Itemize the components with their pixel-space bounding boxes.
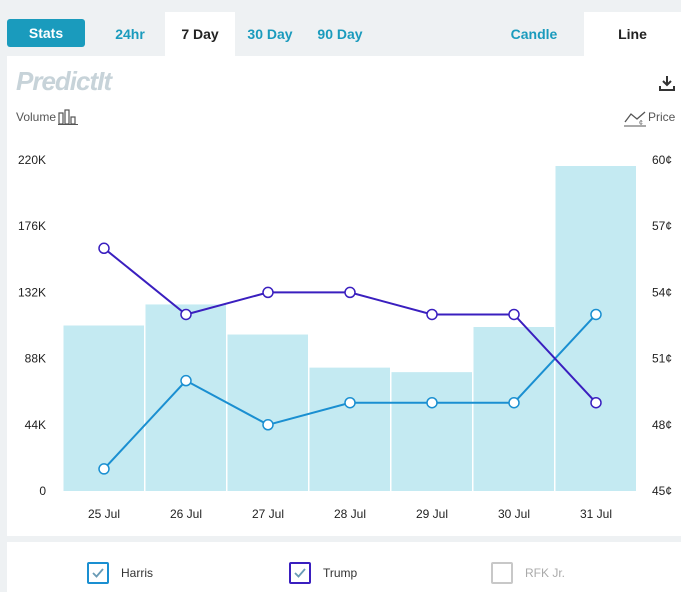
tab-bar: Stats 24hr 7 Day 30 Day 90 Day Candle Li… bbox=[0, 0, 681, 56]
legend-harris-label: Harris bbox=[121, 566, 153, 580]
legend-trump-label: Trump bbox=[323, 566, 358, 580]
tab-7-day[interactable]: 7 Day bbox=[165, 12, 235, 56]
legend-trump[interactable]: Trump bbox=[289, 562, 357, 584]
volume-axis-label: Volume bbox=[16, 110, 57, 124]
legend-rfk-label: RFK Jr. bbox=[525, 566, 566, 580]
checkmark-icon bbox=[92, 568, 104, 578]
harris-checkbox[interactable] bbox=[87, 562, 109, 584]
price-tick-label: 51¢ bbox=[652, 352, 672, 366]
legend: Harris Trump RFK Jr. bbox=[7, 542, 681, 592]
series-point-harris[interactable] bbox=[98, 463, 110, 475]
volume-tick-label: 0 bbox=[39, 484, 46, 498]
series-point-harris[interactable] bbox=[508, 396, 520, 409]
series-point-trump[interactable] bbox=[426, 308, 438, 321]
price-tick-label: 60¢ bbox=[652, 153, 672, 167]
price-tick-label: 45¢ bbox=[652, 484, 672, 498]
tab-candle[interactable]: Candle bbox=[510, 26, 558, 42]
bar-chart-icon bbox=[58, 109, 78, 125]
volume-tick-label: 176K bbox=[18, 219, 46, 233]
volume-bar-4 bbox=[391, 372, 472, 491]
volume-bar-3 bbox=[309, 367, 390, 491]
series-point-trump[interactable] bbox=[262, 286, 274, 299]
series-point-trump[interactable] bbox=[508, 308, 520, 321]
svg-text:¢: ¢ bbox=[639, 120, 643, 127]
price-tick-label: 54¢ bbox=[652, 285, 672, 299]
price-axis-label: Price bbox=[648, 110, 676, 124]
price-tick-label: 48¢ bbox=[652, 418, 672, 432]
volume-axis-ticks: 0 44K 88K 132K 176K 220K bbox=[18, 153, 46, 498]
price-lines bbox=[98, 242, 602, 475]
series-point-trump[interactable] bbox=[590, 396, 602, 409]
volume-bar-6 bbox=[555, 166, 636, 491]
volume-tick-label: 44K bbox=[25, 418, 46, 432]
price-axis-ticks: 45¢ 48¢ 51¢ 54¢ 57¢ 60¢ bbox=[652, 153, 672, 498]
date-tick-label: 28 Jul bbox=[334, 507, 366, 521]
tab-30-day[interactable]: 30 Day bbox=[247, 26, 293, 42]
volume-bar-2 bbox=[227, 334, 308, 491]
series-point-harris[interactable] bbox=[180, 374, 192, 387]
rfk-checkbox[interactable] bbox=[491, 562, 513, 584]
series-point-trump[interactable] bbox=[344, 286, 356, 299]
series-point-trump[interactable] bbox=[98, 242, 110, 255]
date-tick-label: 26 Jul bbox=[170, 507, 202, 521]
legend-harris[interactable]: Harris bbox=[87, 562, 153, 584]
date-tick-label: 31 Jul bbox=[580, 507, 612, 521]
tab-90-day[interactable]: 90 Day bbox=[317, 26, 363, 42]
date-axis-ticks: 25 Jul 26 Jul 27 Jul 28 Jul 29 Jul 30 Jul 31 J… bbox=[88, 507, 612, 521]
date-tick-label: 30 Jul bbox=[498, 507, 530, 521]
price-tick-label: 57¢ bbox=[652, 219, 672, 233]
series-point-harris[interactable] bbox=[262, 419, 274, 431]
series-point-harris[interactable] bbox=[344, 396, 356, 409]
volume-bars bbox=[63, 166, 636, 491]
predictit-logo: PredictIt bbox=[16, 66, 112, 96]
tab-24hr[interactable]: 24hr bbox=[115, 26, 145, 42]
volume-bar-5 bbox=[473, 327, 554, 491]
date-tick-label: 29 Jul bbox=[416, 507, 448, 521]
series-point-trump[interactable] bbox=[180, 308, 192, 321]
stats-button[interactable]: Stats bbox=[7, 19, 85, 47]
trump-checkbox[interactable] bbox=[289, 562, 311, 584]
line-chart-icon: ¢ bbox=[624, 111, 646, 127]
volume-tick-label: 88K bbox=[25, 352, 46, 366]
tab-line[interactable]: Line bbox=[584, 12, 681, 56]
download-icon[interactable] bbox=[658, 74, 676, 92]
date-tick-label: 25 Jul bbox=[88, 507, 120, 521]
volume-tick-label: 132K bbox=[18, 285, 46, 299]
legend-rfk[interactable]: RFK Jr. bbox=[491, 562, 565, 584]
date-tick-label: 27 Jul bbox=[252, 507, 284, 521]
series-point-harris[interactable] bbox=[426, 396, 438, 409]
volume-bar-1 bbox=[145, 304, 226, 491]
volume-tick-label: 220K bbox=[18, 153, 46, 167]
price-volume-chart: 0 44K 88K 132K 176K 220K 45¢ 48¢ 51¢ 54¢ 57¢ 60¢ 2… bbox=[18, 153, 672, 521]
checkmark-icon bbox=[294, 568, 306, 578]
series-point-harris[interactable] bbox=[590, 308, 602, 321]
